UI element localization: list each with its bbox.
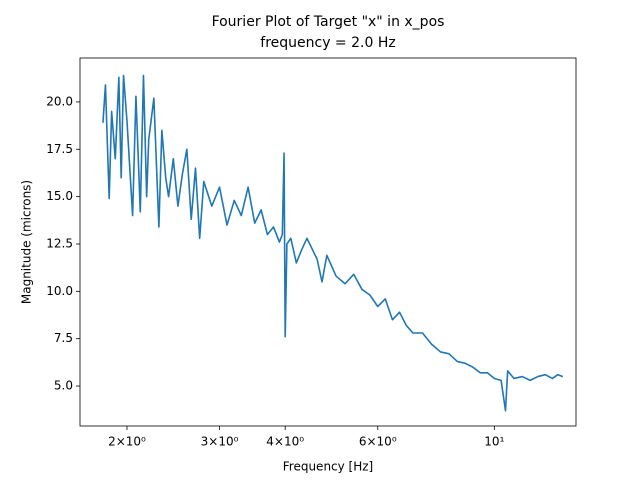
x-tick-label: 3×10⁰	[201, 435, 239, 449]
y-tick-label: 17.5	[46, 142, 73, 156]
y-tick-label: 5.0	[54, 379, 73, 393]
y-tick-label: 10.0	[46, 284, 73, 298]
x-tick-label: 2×10⁰	[108, 435, 146, 449]
y-tick-label: 7.5	[54, 331, 73, 345]
y-tick-label: 20.0	[46, 94, 73, 108]
x-tick-label: 10¹	[484, 435, 504, 449]
y-tick-label: 15.0	[46, 189, 73, 203]
y-tick-label: 12.5	[46, 236, 73, 250]
chart-title: Fourier Plot of Target "x" in x_pos	[212, 14, 445, 30]
chart-subtitle: frequency = 2.0 Hz	[260, 35, 395, 51]
x-tick-label: 4×10⁰	[266, 435, 304, 449]
data-line	[102, 74, 564, 412]
x-axis-label: Frequency [Hz]	[283, 460, 374, 474]
y-axis-label: Magnitude (microns)	[20, 180, 34, 304]
plot-frame	[79, 57, 577, 427]
x-tick-label: 6×10⁰	[359, 435, 397, 449]
